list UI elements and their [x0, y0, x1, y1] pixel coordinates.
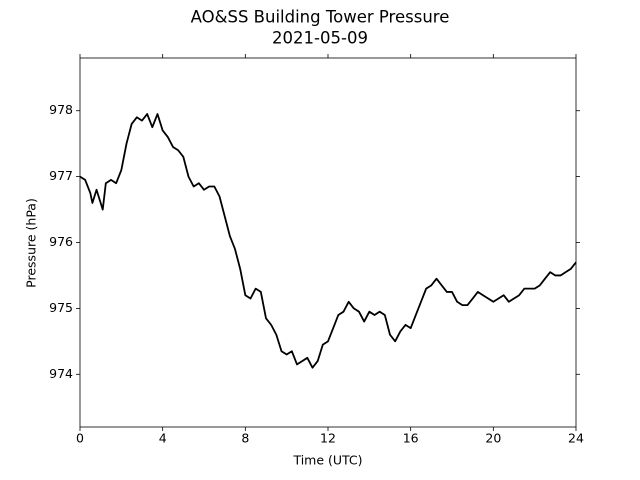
- plot-frame: [79, 57, 577, 428]
- x-tick-label: 16: [403, 431, 419, 446]
- chart-subtitle: 2021-05-09: [272, 29, 368, 48]
- chart-title: AO&SS Building Tower Pressure: [191, 8, 450, 27]
- y-tick-label: 974: [49, 366, 73, 381]
- x-tick-label: 0: [76, 431, 84, 446]
- data-line: [79, 113, 577, 369]
- x-axis-label: Time (UTC): [292, 453, 362, 468]
- x-tick-label: 20: [485, 431, 501, 446]
- y-axis-label: Pressure (hPa): [24, 198, 39, 288]
- y-tick-label: 977: [49, 168, 73, 183]
- x-tick-label: 8: [241, 431, 249, 446]
- y-tick-label: 975: [49, 300, 73, 315]
- x-tick-label: 24: [568, 431, 584, 446]
- x-tick-label: 12: [320, 431, 336, 446]
- x-tick-label: 4: [159, 431, 167, 446]
- y-tick-label: 978: [49, 102, 73, 117]
- y-tick-label: 976: [49, 234, 73, 249]
